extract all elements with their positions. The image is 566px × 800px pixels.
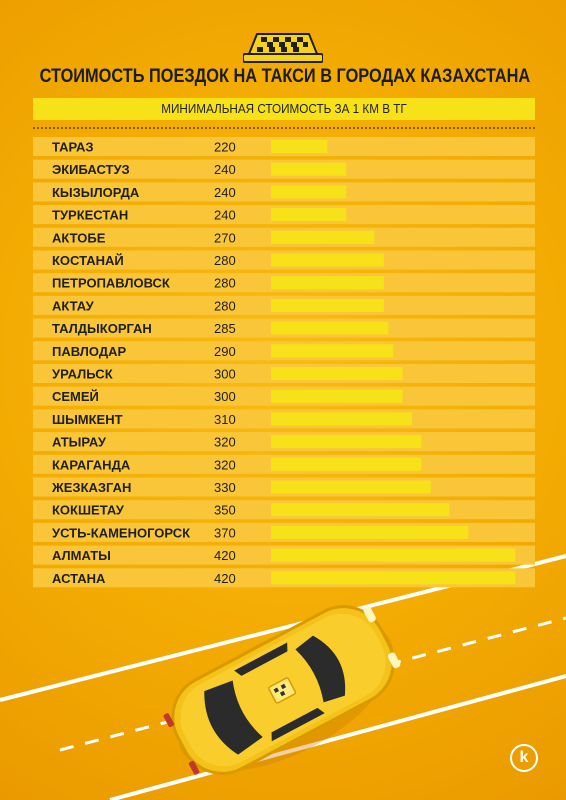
- bar: [271, 321, 389, 335]
- category-label: СЕМЕЙ: [52, 389, 99, 404]
- data-label: 280: [214, 276, 236, 291]
- category-label: КОСТАНАЙ: [52, 253, 124, 268]
- bar: [271, 253, 384, 267]
- bar: [271, 276, 384, 290]
- data-label: 270: [214, 230, 236, 245]
- data-label: 330: [214, 480, 236, 495]
- bar: [271, 230, 375, 244]
- chart-subtitle: МИНИМАЛЬНАЯ СТОИМОСТЬ ЗА 1 КМ В ТГ: [161, 101, 407, 116]
- chart-title: СТОИМОСТЬ ПОЕЗДОК НА ТАКСИ В ГОРОДАХ КАЗ…: [39, 66, 531, 87]
- category-label: ПАВЛОДАР: [52, 344, 127, 359]
- data-label: 320: [214, 435, 236, 450]
- taxi-car-illustration: [163, 605, 401, 775]
- bar: [271, 457, 422, 471]
- bar: [271, 162, 347, 176]
- category-label: ШЫМКЕНТ: [52, 412, 123, 427]
- category-label: УРАЛЬСК: [52, 367, 113, 382]
- category-label: АКТОБЕ: [52, 230, 106, 245]
- category-label: АТЫРАУ: [52, 435, 107, 450]
- bar: [271, 298, 384, 312]
- category-label: ПЕТРОПАВЛОВСК: [52, 276, 170, 291]
- data-label: 370: [214, 525, 236, 540]
- bar: [271, 344, 394, 358]
- category-label: АЛМАТЫ: [52, 548, 111, 563]
- bar: [271, 525, 469, 539]
- category-label: КЫЗЫЛОРДА: [52, 185, 140, 200]
- taxi-roof-sign-icon: [243, 33, 323, 63]
- data-label: 285: [214, 321, 236, 336]
- data-label: 300: [214, 367, 236, 382]
- bar: [271, 389, 403, 403]
- bar: [271, 412, 412, 426]
- data-label: 240: [214, 185, 236, 200]
- bar: [271, 185, 347, 199]
- data-label: 310: [214, 412, 236, 427]
- data-label: 300: [214, 389, 236, 404]
- bar: [271, 480, 431, 494]
- category-label: КАРАГАНДА: [52, 457, 131, 472]
- subtitle-band: МИНИМАЛЬНАЯ СТОИМОСТЬ ЗА 1 КМ В ТГ: [33, 98, 535, 120]
- data-label: 290: [214, 344, 236, 359]
- category-label: УСТЬ-КАМЕНОГОРСК: [52, 525, 190, 540]
- category-label: КОКШЕТАУ: [52, 503, 125, 518]
- data-label: 420: [214, 548, 236, 563]
- bar-chart: ТАРАЗ 220 ЭКИБАСТУЗ 240 КЫЗЫЛОРДА 240 ТУРКЕСТА…: [33, 137, 535, 588]
- bar: [271, 571, 516, 585]
- data-label: 350: [214, 503, 236, 518]
- k-logo-icon: k: [510, 744, 538, 772]
- bar: [271, 208, 347, 222]
- bar: [271, 548, 516, 562]
- dotted-divider: [33, 127, 535, 129]
- data-label: 220: [214, 140, 236, 155]
- category-label: ТАЛДЫКОРГАН: [52, 321, 152, 336]
- category-label: ТУРКЕСТАН: [52, 208, 128, 223]
- category-label: ЭКИБАСТУЗ: [52, 162, 130, 177]
- data-label: 320: [214, 457, 236, 472]
- bar: [271, 367, 403, 380]
- bar: [271, 503, 450, 517]
- data-label: 240: [214, 162, 236, 177]
- data-label: 240: [214, 208, 236, 223]
- road-line-bottom: [109, 674, 566, 800]
- data-label: 280: [214, 253, 236, 268]
- data-label: 280: [214, 298, 236, 313]
- category-label: АКТАУ: [52, 298, 95, 313]
- category-label: ЖЕЗКАЗГАН: [51, 480, 131, 495]
- bar: [271, 435, 422, 449]
- data-label: 420: [214, 571, 236, 586]
- bar: [271, 140, 328, 153]
- category-label: АСТАНА: [52, 571, 106, 586]
- category-label: ТАРАЗ: [52, 140, 94, 155]
